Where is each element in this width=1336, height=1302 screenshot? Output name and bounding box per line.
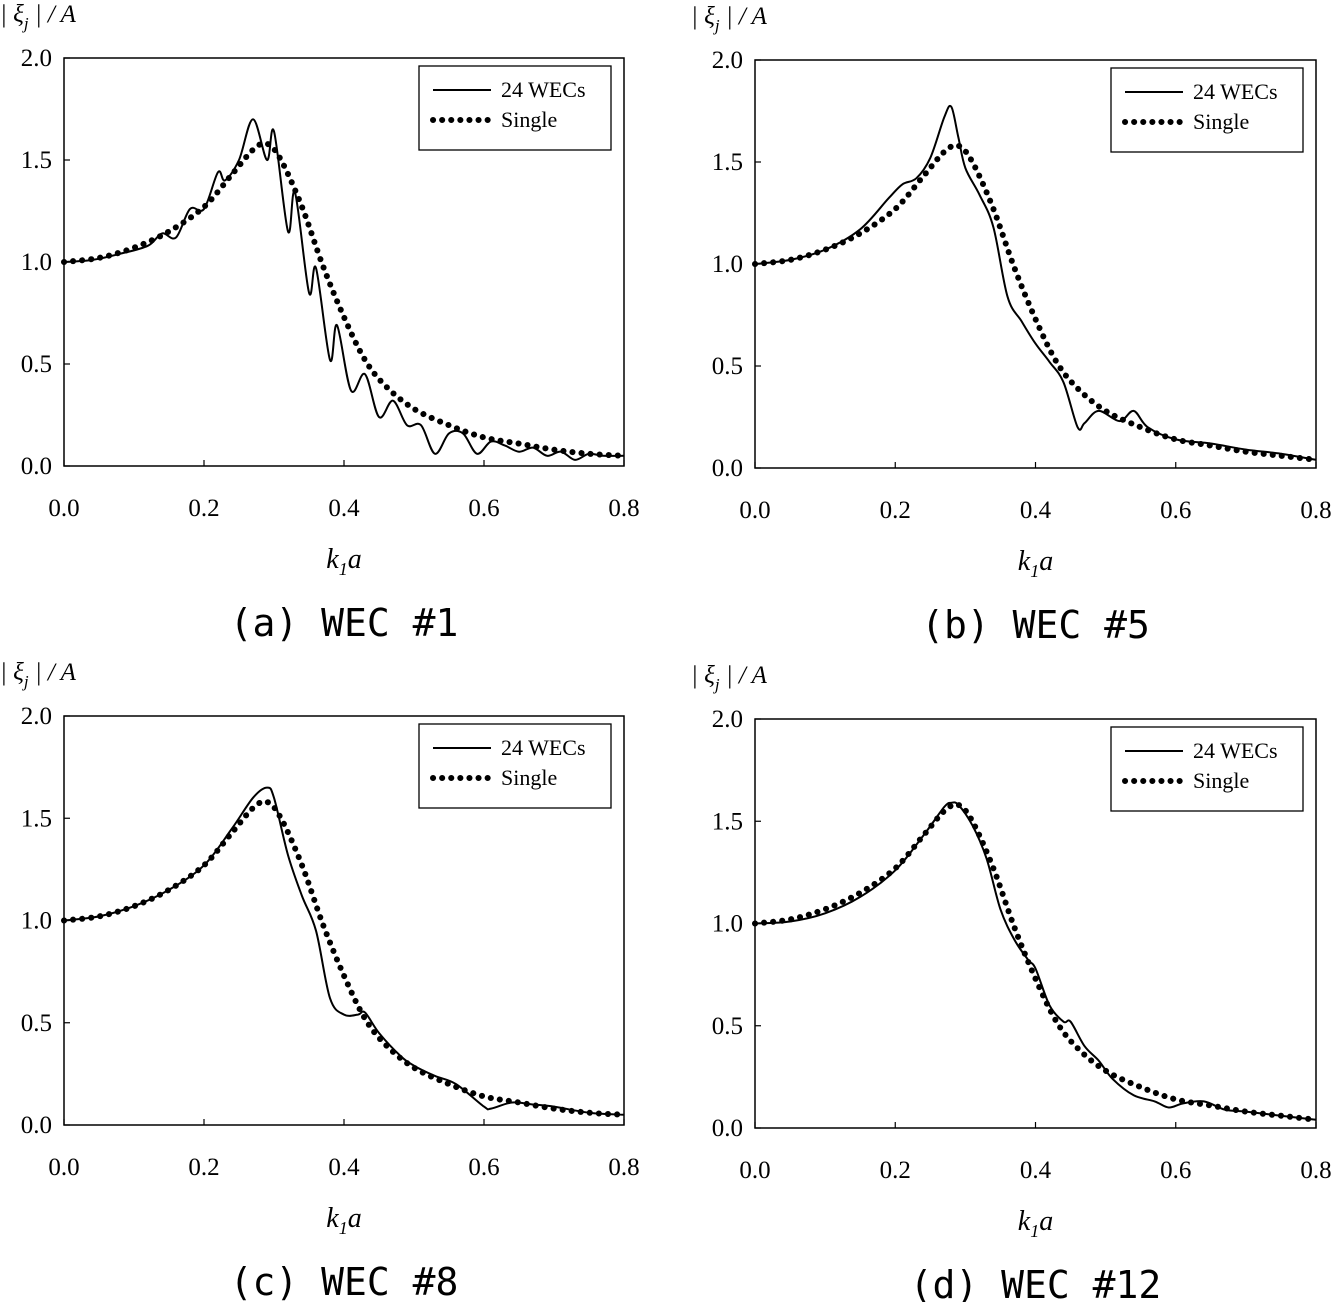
chart-panel-2: 0.0 0.2 0.4 0.6 0.8 0.0 0.5 1.0 1.5 2.0 | ξj | / A… [691,3,1332,647]
x-tick-label: 0.0 [48,1154,79,1181]
y-tick-label: 2.0 [21,45,52,72]
panel-caption: (d) WEC #12 [910,1263,1162,1302]
y-tick-label: 1.5 [21,805,52,832]
y-tick-label: 2.0 [21,703,52,730]
series-line-single [752,142,1319,463]
legend-label: 24 WECs [501,77,586,102]
x-tick-label: 0.8 [608,495,639,522]
x-tick-label: 0.6 [468,1154,499,1181]
x-tick-label: 0.2 [880,497,911,524]
legend-label: Single [501,765,557,790]
x-tick-label: 0.2 [188,1154,219,1181]
legend-label: Single [1193,109,1249,134]
series-line-24-wecs [754,104,1317,461]
y-tick-label: 0.0 [21,453,52,480]
y-tick-label: 1.0 [712,911,743,938]
series-line-single [61,798,627,1118]
series-line-single [61,140,627,459]
y-tick-label: 1.5 [712,149,743,176]
legend-box [418,723,612,809]
y-tick-label: 1.0 [21,249,52,276]
x-tick-label: 0.8 [1300,497,1331,524]
x-axis-label: k1a [1018,1206,1053,1241]
y-tick-label: 0.5 [712,1013,743,1040]
y-tick-label: 0.0 [21,1112,52,1139]
y-tick-label: 1.0 [712,251,743,278]
y-axis-label: | ξj | / A [0,659,77,691]
legend-label: 24 WECs [501,735,586,760]
legend-label: 24 WECs [1193,738,1278,763]
y-tick-label: 0.0 [712,1115,743,1142]
y-tick-label: 0.0 [712,455,743,482]
series-line-24-wecs [63,118,625,461]
y-tick-label: 0.5 [712,353,743,380]
legend-box [1110,726,1304,812]
legend-label: 24 WECs [1193,79,1278,104]
chart-panel-1: 0.0 0.2 0.4 0.6 0.8 0.0 0.5 1.0 1.5 2.0 | ξj | / A… [0,1,640,645]
y-axis-label: | ξj | / A [691,3,768,35]
x-axis-label: k1a [1018,546,1053,581]
x-tick-label: 0.4 [1020,1157,1052,1184]
chart-panel-4: 0.0 0.2 0.4 0.6 0.8 0.0 0.5 1.0 1.5 2.0 | ξj | / A… [691,662,1332,1302]
x-axis-label: k1a [326,544,361,579]
x-tick-label: 0.6 [1160,497,1191,524]
y-tick-label: 1.0 [21,908,52,935]
legend-label: Single [1193,768,1249,793]
y-axis-label: | ξj | / A [691,662,768,694]
y-tick-label: 0.5 [21,1010,52,1037]
panel-caption: (a) WEC #1 [230,601,459,645]
x-tick-label: 0.0 [739,1157,770,1184]
y-tick-label: 2.0 [712,47,743,74]
x-tick-label: 0.8 [608,1154,639,1181]
series-line-24-wecs [63,786,625,1116]
x-tick-label: 0.6 [1160,1157,1191,1184]
x-tick-label: 0.2 [188,495,219,522]
legend-box [1110,67,1304,153]
x-tick-label: 0.6 [468,495,499,522]
series-line-24-wecs [754,801,1317,1121]
x-tick-label: 0.4 [328,495,360,522]
panel-caption: (c) WEC #8 [230,1260,459,1302]
x-tick-label: 0.2 [880,1157,911,1184]
legend-label: Single [501,107,557,132]
y-tick-label: 1.5 [712,808,743,835]
x-tick-label: 0.4 [328,1154,360,1181]
x-tick-label: 0.0 [48,495,79,522]
y-tick-label: 2.0 [712,706,743,733]
panel-caption: (b) WEC #5 [921,603,1150,647]
legend-box [418,65,612,151]
x-axis-label: k1a [326,1203,361,1238]
series-line-single [752,801,1319,1123]
x-tick-label: 0.4 [1020,497,1052,524]
chart-panel-3: 0.0 0.2 0.4 0.6 0.8 0.0 0.5 1.0 1.5 2.0 | ξj | / A… [0,659,640,1302]
x-tick-label: 0.8 [1300,1157,1331,1184]
y-axis-label: | ξj | / A [0,1,77,33]
y-tick-label: 0.5 [21,351,52,378]
y-tick-label: 1.5 [21,147,52,174]
x-tick-label: 0.0 [739,497,770,524]
